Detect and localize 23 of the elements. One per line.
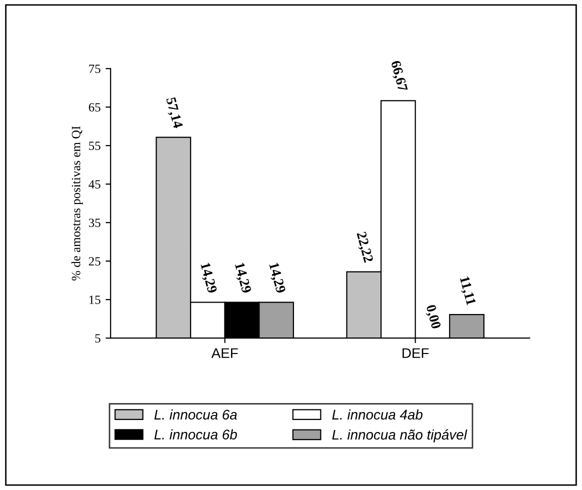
y-tick-label: 65: [88, 103, 100, 112]
y-tick-label: 15: [89, 296, 100, 304]
x-tick-label: AEF: [211, 348, 238, 358]
data-label: 11,11: [458, 276, 476, 306]
legend-label: L. innocua 4ab: [332, 409, 422, 420]
data-label: 14,29: [267, 262, 286, 294]
legend-label: L. innocua 6a: [154, 409, 237, 420]
data-label: 22,22: [354, 231, 374, 264]
legend-label: L. innocua 6b: [154, 429, 237, 440]
text: 0,00: [426, 304, 442, 330]
y-tick-label: 55: [89, 142, 100, 150]
y-tick-label: 25: [88, 257, 100, 266]
data-label: 66,67: [388, 60, 408, 92]
legend-label: L. innocua não tipável: [332, 429, 468, 442]
y-tick-label: 5: [95, 334, 100, 343]
data-label: 14,29: [198, 262, 218, 294]
y-tick-label: 75: [89, 64, 100, 74]
data-label: 14,29: [232, 262, 252, 294]
y-tick-label: 35: [88, 218, 100, 228]
data-label: 57,14: [164, 96, 184, 130]
x-tick-label: DEF: [402, 348, 429, 358]
y-tick-label: 45: [88, 180, 100, 189]
y-axis-title: % de amostras positivas em QI: [71, 126, 83, 281]
